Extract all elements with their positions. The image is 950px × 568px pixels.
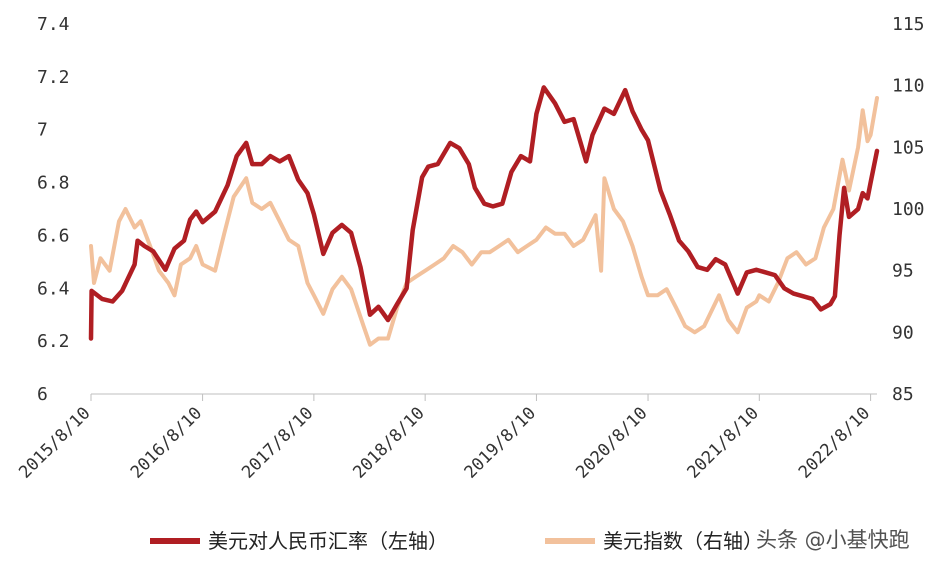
y-left-tick-label: 6.6 xyxy=(37,225,70,246)
chart-legend: 美元对人民币汇率（左轴） 美元指数（右轴） xyxy=(150,529,763,553)
y-right-tick-label: 110 xyxy=(892,76,925,97)
chart-series xyxy=(88,85,880,347)
legend-label-usdcny: 美元对人民币汇率（左轴） xyxy=(208,529,448,553)
y-right-tick-label: 100 xyxy=(892,199,925,220)
watermark-text: 头条 @小基快跑 xyxy=(756,528,910,552)
y-left-tick-label: 6.2 xyxy=(37,331,70,352)
y-right-tick-label: 85 xyxy=(892,384,914,405)
series-line-usdcny xyxy=(88,85,880,341)
y-left-tick-label: 7.2 xyxy=(37,67,70,88)
y-left-tick-label: 7.4 xyxy=(37,14,70,35)
y-right-tick-label: 90 xyxy=(892,322,914,343)
y-left-tick-label: 6 xyxy=(37,384,48,405)
y-left-tick-label: 6.8 xyxy=(37,173,70,194)
legend-label-dxy: 美元指数（右轴） xyxy=(603,529,763,553)
x-tick-label: 2022/8/10 xyxy=(795,403,874,482)
y-right-tick-label: 115 xyxy=(892,14,925,35)
x-tick-label: 2015/8/10 xyxy=(15,403,94,482)
x-tick-label: 2016/8/10 xyxy=(127,403,206,482)
x-tick-label: 2017/8/10 xyxy=(238,403,317,482)
x-tick-label: 2019/8/10 xyxy=(461,403,540,482)
x-tick-label: 2020/8/10 xyxy=(572,403,651,482)
y-left-tick-label: 6.4 xyxy=(37,278,70,299)
x-tick-label: 2021/8/10 xyxy=(684,403,763,482)
x-tick-label: 2018/8/10 xyxy=(349,403,428,482)
y-right-tick-label: 105 xyxy=(892,137,925,158)
y-right-tick-label: 95 xyxy=(892,261,914,282)
series-line-dxy xyxy=(89,96,879,347)
y-left-tick-label: 7 xyxy=(37,120,48,141)
